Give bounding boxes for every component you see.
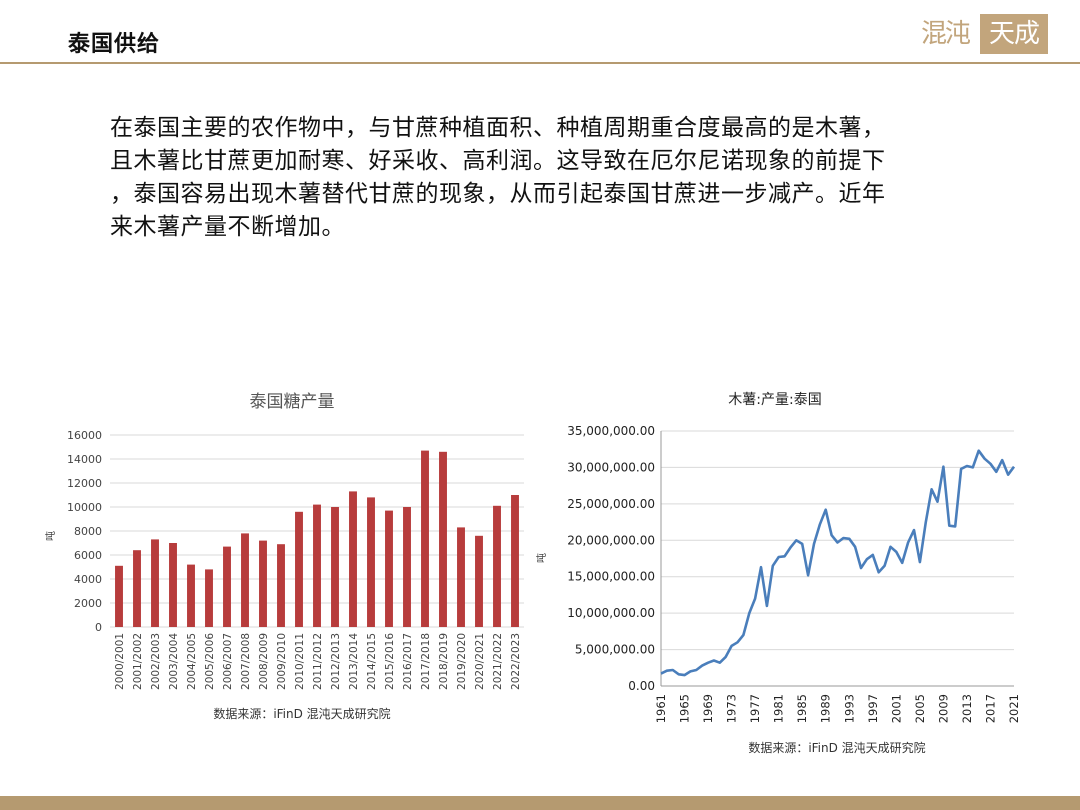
y-axis-label: 吨 <box>535 553 548 563</box>
bar <box>367 497 375 627</box>
bar <box>439 451 447 627</box>
x-tick-label: 2009/2010 <box>276 633 288 690</box>
y-tick-label: 25,000,000.00 <box>567 497 655 511</box>
bar <box>169 543 177 627</box>
x-tick-label: 2008/2009 <box>258 633 270 690</box>
x-tick-label: 2017/2018 <box>420 633 432 690</box>
x-tick-label: 2000/2001 <box>114 633 126 690</box>
x-tick-label: 1961 <box>654 694 668 723</box>
bar <box>115 565 123 627</box>
bar <box>187 564 195 627</box>
bar <box>331 507 339 627</box>
x-tick-label: 1989 <box>819 694 833 723</box>
y-tick-label: 0.00 <box>628 679 655 693</box>
x-tick-label: 2021 <box>1007 694 1021 723</box>
bar <box>223 546 231 627</box>
bar <box>205 569 213 627</box>
x-tick-label: 2009 <box>936 694 950 723</box>
y-tick-label: 10,000,000.00 <box>567 606 655 620</box>
bar <box>385 510 393 627</box>
y-tick-label: 15,000,000.00 <box>567 570 655 584</box>
bar <box>511 495 519 627</box>
logo-left-text: 混沌 <box>920 19 971 49</box>
x-tick-label: 2017 <box>983 694 997 723</box>
x-tick-label: 2013/2014 <box>348 633 360 690</box>
brand-logo: 混沌 天成 <box>914 14 1048 54</box>
body-paragraph: 在泰国主要的农作物中，与甘蔗种植面积、种植周期重合度最高的是木薯， 且木薯比甘蔗… <box>110 112 1010 244</box>
x-tick-label: 1985 <box>795 694 809 723</box>
x-tick-label: 2021/2022 <box>492 633 504 690</box>
x-tick-label: 2013 <box>960 694 974 723</box>
x-tick-label: 1977 <box>748 694 762 723</box>
y-tick-label: 5,000,000.00 <box>575 643 655 657</box>
bar <box>133 550 141 627</box>
y-tick-label: 8000 <box>74 525 102 538</box>
x-tick-label: 1993 <box>842 694 856 723</box>
x-tick-label: 1973 <box>725 694 739 723</box>
x-tick-label: 2002/2003 <box>150 633 162 690</box>
y-tick-label: 0 <box>95 621 102 634</box>
y-tick-label: 30,000,000.00 <box>567 460 655 474</box>
y-tick-label: 12000 <box>67 477 102 490</box>
x-tick-label: 2006/2007 <box>222 633 234 690</box>
x-tick-label: 2007/2008 <box>240 633 252 690</box>
chart-title: 泰国糖产量 <box>250 392 335 412</box>
y-tick-label: 35,000,000.00 <box>567 424 655 438</box>
x-tick-label: 2012/2013 <box>330 633 342 690</box>
x-tick-label: 2001/2002 <box>132 633 144 690</box>
bar <box>475 535 483 627</box>
y-tick-label: 14000 <box>67 453 102 466</box>
body-line: 且木薯比甘蔗更加耐寒、好采收、高利润。这导致在厄尔尼诺现象的前提下 <box>110 148 886 174</box>
x-tick-label: 2001 <box>889 694 903 723</box>
bar <box>295 511 303 627</box>
y-tick-label: 10000 <box>67 501 102 514</box>
body-line: 在泰国主要的农作物中，与甘蔗种植面积、种植周期重合度最高的是木薯， <box>110 115 886 141</box>
footer-bar <box>0 796 1080 810</box>
body-line: ，泰国容易出现木薯替代甘蔗的现象，从而引起泰国甘蔗进一步减产。近年 <box>110 181 886 207</box>
bar <box>241 533 249 627</box>
y-tick-label: 16000 <box>67 429 102 442</box>
bar <box>493 505 501 627</box>
bar <box>349 491 357 627</box>
series-line <box>660 449 1016 677</box>
body-line: 来木薯产量不断增加。 <box>110 214 345 240</box>
x-tick-label: 2011/2012 <box>312 633 324 690</box>
x-tick-label: 2005 <box>913 694 927 723</box>
x-tick-label: 2022/2023 <box>510 633 522 690</box>
x-tick-label: 1969 <box>701 694 715 723</box>
logo-right-text: 天成 <box>980 14 1048 54</box>
x-tick-label: 2019/2020 <box>456 633 468 690</box>
header-divider <box>0 62 1080 64</box>
bar <box>313 504 321 627</box>
x-tick-label: 2003/2004 <box>168 633 180 690</box>
x-tick-label: 2005/2006 <box>204 633 216 690</box>
x-tick-label: 1965 <box>678 694 692 723</box>
chart-source: 数据来源：iFinD 混沌天成研究院 <box>748 740 925 755</box>
x-tick-label: 2004/2005 <box>186 633 198 690</box>
chart-title: 木薯:产量:泰国 <box>728 392 821 408</box>
bar <box>457 527 465 627</box>
y-tick-label: 2000 <box>74 597 102 610</box>
y-tick-label: 4000 <box>74 573 102 586</box>
bar <box>403 507 411 627</box>
y-tick-label: 20,000,000.00 <box>567 533 655 547</box>
bar <box>151 539 159 627</box>
y-axis-label: 吨 <box>44 531 57 541</box>
x-tick-label: 1997 <box>866 694 880 723</box>
page-title: 泰国供给 <box>68 32 161 57</box>
y-tick-label: 6000 <box>74 549 102 562</box>
x-tick-label: 2010/2011 <box>294 633 306 690</box>
x-tick-label: 2016/2017 <box>402 633 414 690</box>
bar <box>277 544 285 627</box>
x-tick-label: 2018/2019 <box>438 633 450 690</box>
sugar-production-bar-chart: 泰国糖产量 0 2000 4000 6000 8000 10000 12000 14000 160… <box>44 392 524 721</box>
x-tick-label: 2020/2021 <box>474 633 486 690</box>
bar <box>421 450 429 627</box>
cassava-production-line-chart: 木薯:产量:泰国 0.00 5,000,000.00 10,000,000.00 15,… <box>535 392 1021 755</box>
x-tick-label: 2015/2016 <box>384 633 396 690</box>
x-tick-label: 1981 <box>772 694 786 723</box>
x-tick-label: 2014/2015 <box>366 633 378 690</box>
chart-source: 数据来源：iFinD 混沌天成研究院 <box>213 706 390 721</box>
bar <box>259 540 267 627</box>
